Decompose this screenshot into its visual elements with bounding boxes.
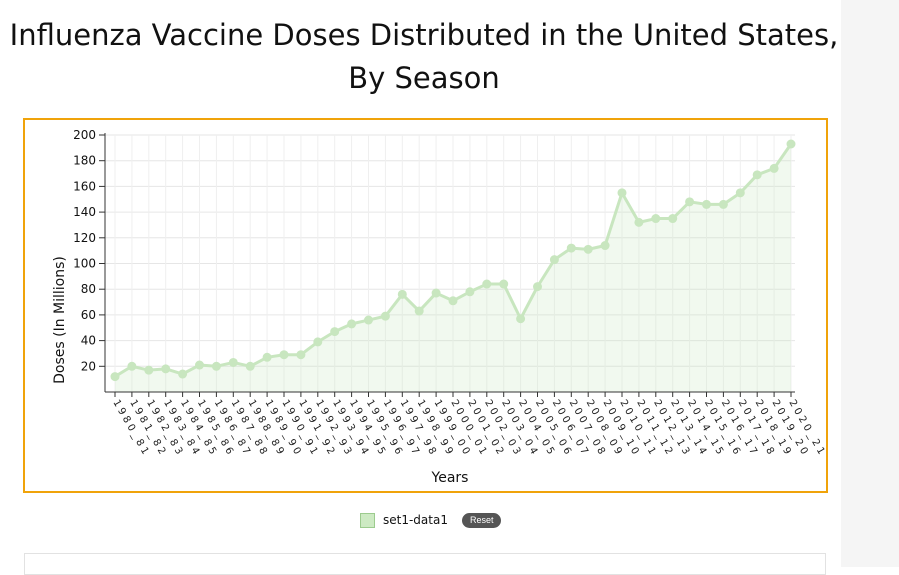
data-point[interactable] (685, 197, 695, 207)
data-point[interactable] (465, 287, 475, 297)
data-point[interactable] (245, 361, 255, 371)
data-point[interactable] (262, 352, 272, 362)
x-axis-label: Years (431, 470, 469, 486)
data-point[interactable] (786, 139, 796, 149)
y-tick-labels: 20 40 60 80 100 120 140 160 180 200 (73, 128, 105, 373)
data-point[interactable] (110, 372, 120, 382)
reset-button[interactable]: Reset (461, 512, 502, 528)
data-point[interactable] (702, 199, 711, 209)
series-points (110, 139, 796, 382)
y-tick-label: 40 (81, 334, 96, 348)
legend-swatch[interactable] (360, 512, 375, 528)
y-tick-label: 180 (73, 154, 96, 168)
data-point[interactable] (448, 296, 458, 306)
data-point[interactable] (144, 365, 154, 375)
data-point[interactable] (195, 360, 204, 370)
grid-lines (105, 134, 795, 392)
y-tick-label: 100 (73, 257, 96, 271)
y-tick-label: 120 (73, 231, 96, 245)
right-gutter (841, 0, 899, 567)
x-tick-labels: 1980_811981_821982_831983_841984_851985_… (110, 392, 828, 459)
data-point[interactable] (566, 243, 576, 253)
legend-label[interactable]: set1-data1 (383, 513, 448, 527)
bottom-panel (24, 553, 826, 575)
data-point[interactable] (668, 214, 678, 224)
data-point[interactable] (330, 327, 340, 337)
data-point[interactable] (296, 350, 306, 360)
y-tick-label: 160 (73, 179, 96, 193)
data-point[interactable] (533, 282, 542, 292)
data-point[interactable] (127, 361, 137, 371)
data-point[interactable] (228, 357, 238, 367)
data-point[interactable] (380, 311, 390, 321)
chart-svg: 20 40 60 80 100 120 140 160 180 200 1980_811981_8… (52, 128, 828, 486)
data-point[interactable] (313, 337, 323, 347)
data-point[interactable] (178, 369, 188, 379)
data-point[interactable] (397, 289, 407, 299)
data-point[interactable] (414, 306, 424, 316)
y-tick-label: 20 (81, 359, 96, 373)
data-point[interactable] (499, 279, 509, 289)
series-area-fill (115, 143, 791, 392)
data-point[interactable] (600, 241, 610, 251)
y-axis-label: Doses (In Millions) (52, 256, 68, 384)
y-tick-label: 200 (73, 128, 96, 142)
data-point[interactable] (549, 255, 559, 265)
data-point[interactable] (617, 188, 627, 198)
data-point[interactable] (161, 364, 171, 374)
data-point[interactable] (752, 170, 762, 180)
chart-container: 20 40 60 80 100 120 140 160 180 200 1980_81 1981_8… (23, 118, 828, 493)
data-point[interactable] (634, 217, 644, 227)
y-tick-label: 140 (73, 205, 96, 219)
axes (104, 133, 795, 393)
y-tick-label: 60 (81, 308, 96, 322)
data-point[interactable] (211, 361, 221, 371)
data-point[interactable] (279, 350, 289, 360)
data-point[interactable] (482, 279, 492, 289)
data-point[interactable] (735, 188, 745, 198)
chart-title: Influenza Vaccine Doses Distributed in t… (0, 14, 848, 100)
chart-title-line1: Influenza Vaccine Doses Distributed in t… (9, 18, 839, 52)
legend: set1-data1 Reset (360, 510, 502, 530)
data-point[interactable] (516, 314, 526, 324)
chart-title-line2: By Season (348, 61, 500, 95)
y-tick-label: 80 (81, 282, 96, 296)
data-point[interactable] (364, 315, 373, 325)
data-point[interactable] (769, 163, 779, 173)
data-point[interactable] (347, 319, 357, 329)
data-point[interactable] (718, 199, 728, 209)
data-point[interactable] (583, 244, 593, 254)
data-point[interactable] (651, 214, 661, 224)
data-point[interactable] (431, 288, 441, 298)
